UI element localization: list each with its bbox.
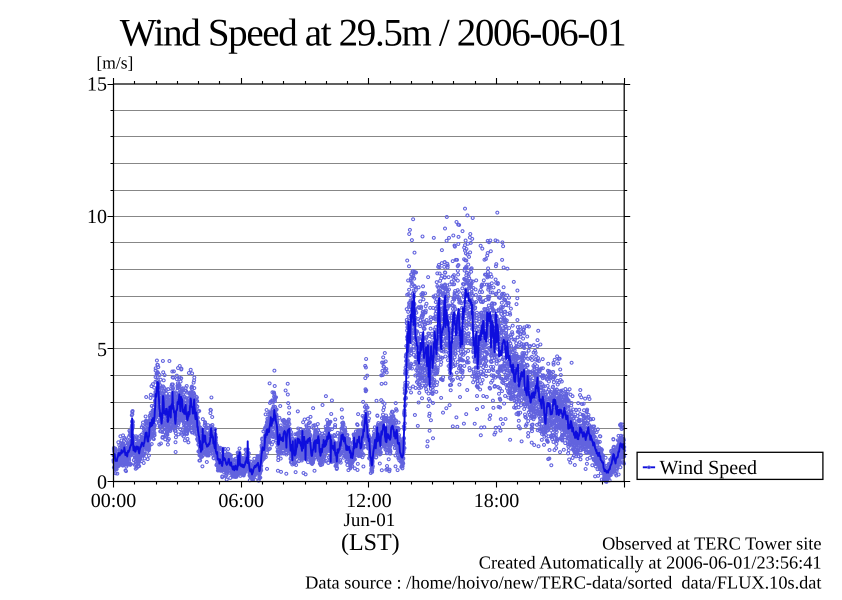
svg-text:Observed at TERC Tower site: Observed at TERC Tower site (602, 533, 821, 553)
svg-text:Data source : /home/hoivo/new/: Data source : /home/hoivo/new/TERC-data/… (305, 573, 821, 593)
svg-text:10: 10 (87, 206, 107, 228)
svg-text:12:00: 12:00 (346, 490, 392, 512)
svg-text:00:00: 00:00 (91, 490, 137, 512)
svg-text:0: 0 (97, 471, 107, 493)
svg-text:06:00: 06:00 (218, 490, 264, 512)
svg-text:18:00: 18:00 (474, 490, 520, 512)
svg-text:[m/s]: [m/s] (96, 53, 133, 73)
svg-text:Created Automatically at 2006-: Created Automatically at 2006-06-01/23:5… (479, 553, 822, 573)
svg-text:Wind Speed at 29.5m / 2006-06-: Wind Speed at 29.5m / 2006-06-01 (120, 11, 626, 54)
svg-text:5: 5 (97, 339, 107, 361)
svg-text:Jun-01: Jun-01 (344, 510, 396, 531)
svg-text:15: 15 (87, 74, 107, 96)
svg-text:(LST): (LST) (341, 530, 400, 556)
svg-text:Wind Speed: Wind Speed (660, 457, 758, 479)
